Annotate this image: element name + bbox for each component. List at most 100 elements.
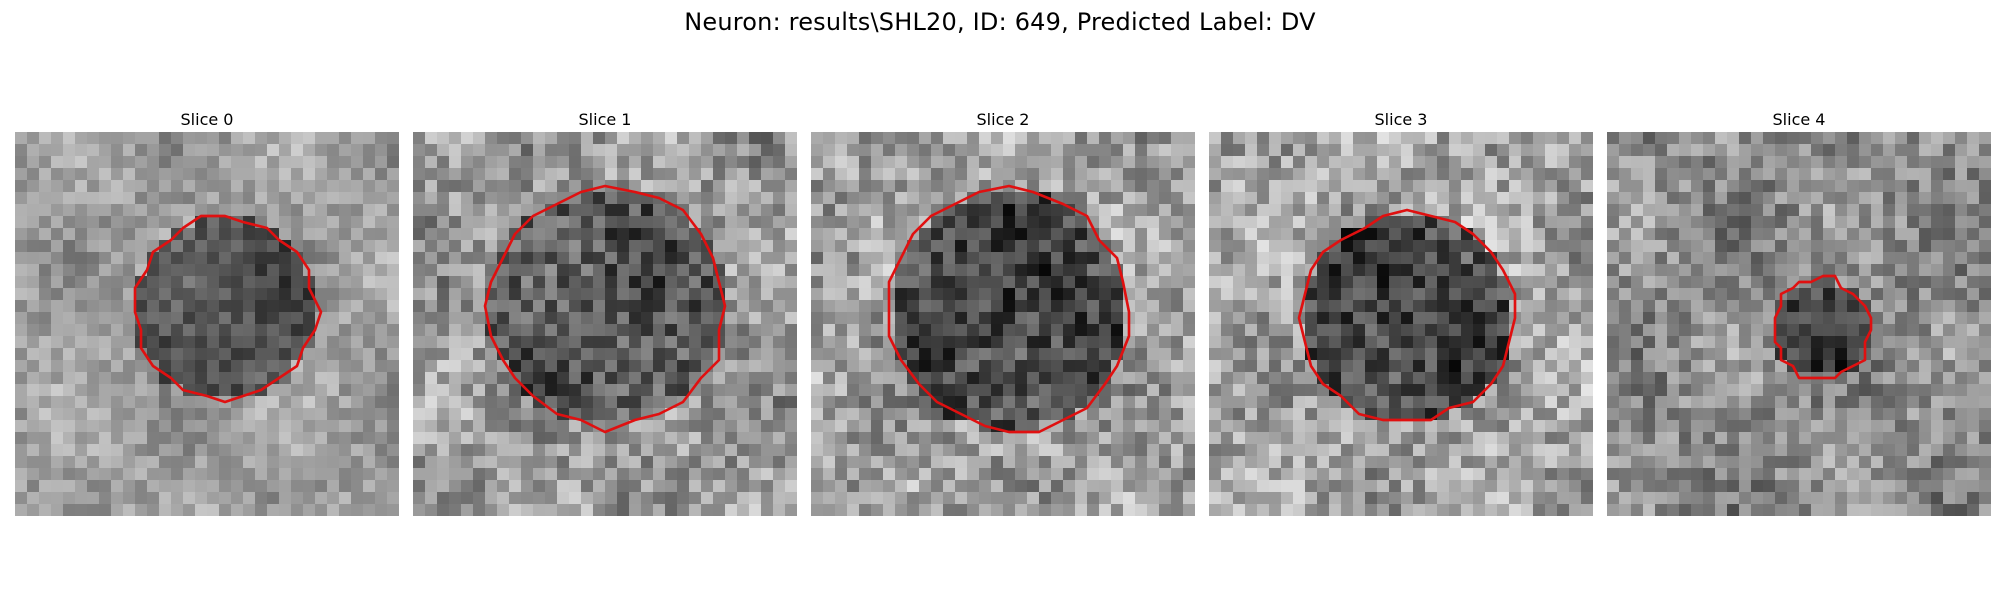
pixel (725, 360, 737, 372)
pixel (183, 492, 195, 504)
pixel (533, 312, 545, 324)
pixel (617, 252, 629, 264)
pixel (27, 216, 39, 228)
pixel (737, 432, 749, 444)
pixel (1099, 408, 1111, 420)
pixel (1461, 444, 1473, 456)
pixel (1461, 492, 1473, 504)
pixel (219, 444, 231, 456)
pixel (387, 276, 399, 288)
pixel (1293, 156, 1305, 168)
pixel (1099, 228, 1111, 240)
pixel (1979, 396, 1991, 408)
pixel (387, 396, 399, 408)
pixel (1209, 312, 1221, 324)
pixel (207, 468, 219, 480)
pixel (1039, 384, 1051, 396)
pixel (713, 444, 725, 456)
pixel (1581, 432, 1593, 444)
pixel (1667, 420, 1679, 432)
pixel (725, 264, 737, 276)
pixel (87, 288, 99, 300)
pixel (713, 192, 725, 204)
pixel (1293, 360, 1305, 372)
pixel (1147, 432, 1159, 444)
pixel (123, 324, 135, 336)
pixel (677, 420, 689, 432)
pixel (1545, 348, 1557, 360)
pixel (461, 264, 473, 276)
pixel (1171, 480, 1183, 492)
pixel (979, 300, 991, 312)
pixel (243, 456, 255, 468)
pixel (1063, 168, 1075, 180)
pixel (147, 420, 159, 432)
pixel (1269, 288, 1281, 300)
pixel (1329, 204, 1341, 216)
pixel (39, 312, 51, 324)
pixel (1171, 132, 1183, 144)
pixel (1305, 396, 1317, 408)
pixel (1919, 336, 1931, 348)
pixel (363, 252, 375, 264)
pixel (1401, 480, 1413, 492)
pixel (1533, 276, 1545, 288)
pixel (1087, 264, 1099, 276)
pixel (1039, 240, 1051, 252)
pixel (677, 312, 689, 324)
pixel (1027, 132, 1039, 144)
pixel (15, 264, 27, 276)
pixel (1075, 312, 1087, 324)
pixel (1281, 480, 1293, 492)
pixel (773, 156, 785, 168)
pixel (111, 228, 123, 240)
pixel (1691, 264, 1703, 276)
pixel (1027, 468, 1039, 480)
pixel (135, 504, 147, 516)
pixel (689, 444, 701, 456)
pixel (1003, 348, 1015, 360)
pixel (641, 372, 653, 384)
pixel (75, 276, 87, 288)
pixel (315, 240, 327, 252)
pixel (1281, 216, 1293, 228)
pixel (1847, 420, 1859, 432)
pixel (1607, 216, 1619, 228)
pixel (689, 348, 701, 360)
pixel (51, 408, 63, 420)
pixel (1871, 144, 1883, 156)
pixel (665, 336, 677, 348)
pixel (1147, 288, 1159, 300)
pixel (1835, 300, 1847, 312)
pixel (1269, 360, 1281, 372)
pixel (135, 420, 147, 432)
pixel (1967, 144, 1979, 156)
pixel (907, 312, 919, 324)
pixel (15, 348, 27, 360)
pixel (1667, 348, 1679, 360)
pixel (629, 216, 641, 228)
pixel (1715, 132, 1727, 144)
pixel (569, 432, 581, 444)
pixel (725, 492, 737, 504)
pixel (147, 324, 159, 336)
pixel (509, 348, 521, 360)
pixel (1751, 180, 1763, 192)
pixel (1269, 432, 1281, 444)
pixel (1847, 156, 1859, 168)
pixel (1075, 360, 1087, 372)
pixel (1257, 384, 1269, 396)
pixel (1099, 192, 1111, 204)
pixel (1221, 432, 1233, 444)
pixel (1159, 168, 1171, 180)
pixel (63, 156, 75, 168)
pixel (1581, 456, 1593, 468)
pixel (15, 336, 27, 348)
pixel (1811, 408, 1823, 420)
pixel (1171, 468, 1183, 480)
pixel (1581, 372, 1593, 384)
pixel (255, 192, 267, 204)
pixel (1281, 432, 1293, 444)
pixel (183, 456, 195, 468)
pixel (823, 144, 835, 156)
